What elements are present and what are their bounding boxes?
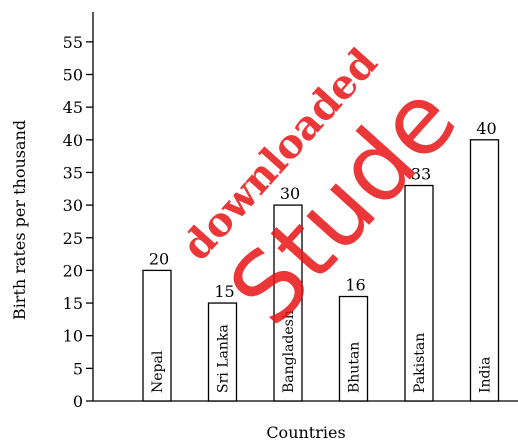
y-tick-label: 0 xyxy=(73,392,83,411)
category-label: India xyxy=(478,357,494,393)
y-axis-title: Birth rates per thousand xyxy=(10,120,29,320)
y-tick-label: 5 xyxy=(73,359,83,378)
y-tick-label: 25 xyxy=(63,229,83,248)
y-tick-label: 15 xyxy=(63,294,83,313)
category-label: Sri Lanka xyxy=(216,324,232,393)
y-tick-label: 40 xyxy=(63,131,83,150)
y-tick-label: 50 xyxy=(63,66,83,85)
y-tick-label: 30 xyxy=(63,196,83,215)
y-tick-label: 35 xyxy=(63,163,83,182)
y-tick-label: 10 xyxy=(63,327,83,346)
data-label: 20 xyxy=(149,249,169,268)
x-axis-title: Countries xyxy=(266,423,345,442)
y-tick-label: 20 xyxy=(63,261,83,280)
category-label: Pakistan xyxy=(412,333,428,393)
category-label: Bhutan xyxy=(347,342,363,393)
y-tick-label: 45 xyxy=(63,98,83,117)
data-label: 40 xyxy=(476,119,496,138)
y-ticks: 0 5 10 15 20 25 30 35 40 45 50 55 xyxy=(63,33,93,411)
category-label: Nepal xyxy=(150,350,166,393)
y-tick-label: 55 xyxy=(63,33,83,52)
